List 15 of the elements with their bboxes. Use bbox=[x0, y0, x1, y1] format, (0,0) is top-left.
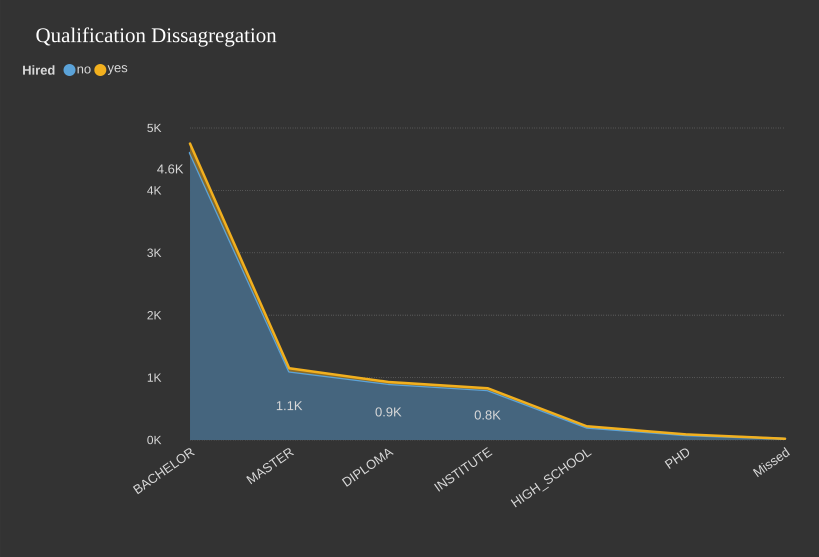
legend-title: Hired bbox=[23, 65, 54, 75]
chart-title: Qualification Dissagregation bbox=[36, 27, 276, 47]
y-tick-label: 4K bbox=[147, 186, 162, 194]
data-label: 1.1K bbox=[276, 401, 302, 410]
data-label: 0.9K bbox=[376, 407, 402, 416]
y-tick-label: 0K bbox=[147, 436, 162, 444]
x-tick-label: PHD bbox=[664, 448, 690, 469]
y-tick-label: 5K bbox=[147, 124, 162, 132]
data-label: 4.6K bbox=[157, 164, 184, 174]
y-tick-label: 1K bbox=[148, 373, 162, 382]
legend-label: yes bbox=[108, 65, 128, 75]
legend-label: no bbox=[78, 66, 91, 74]
y-tick-label: 3K bbox=[147, 248, 162, 258]
y-tick-label: 2K bbox=[147, 311, 162, 320]
data-label: 0.8K bbox=[474, 410, 501, 420]
